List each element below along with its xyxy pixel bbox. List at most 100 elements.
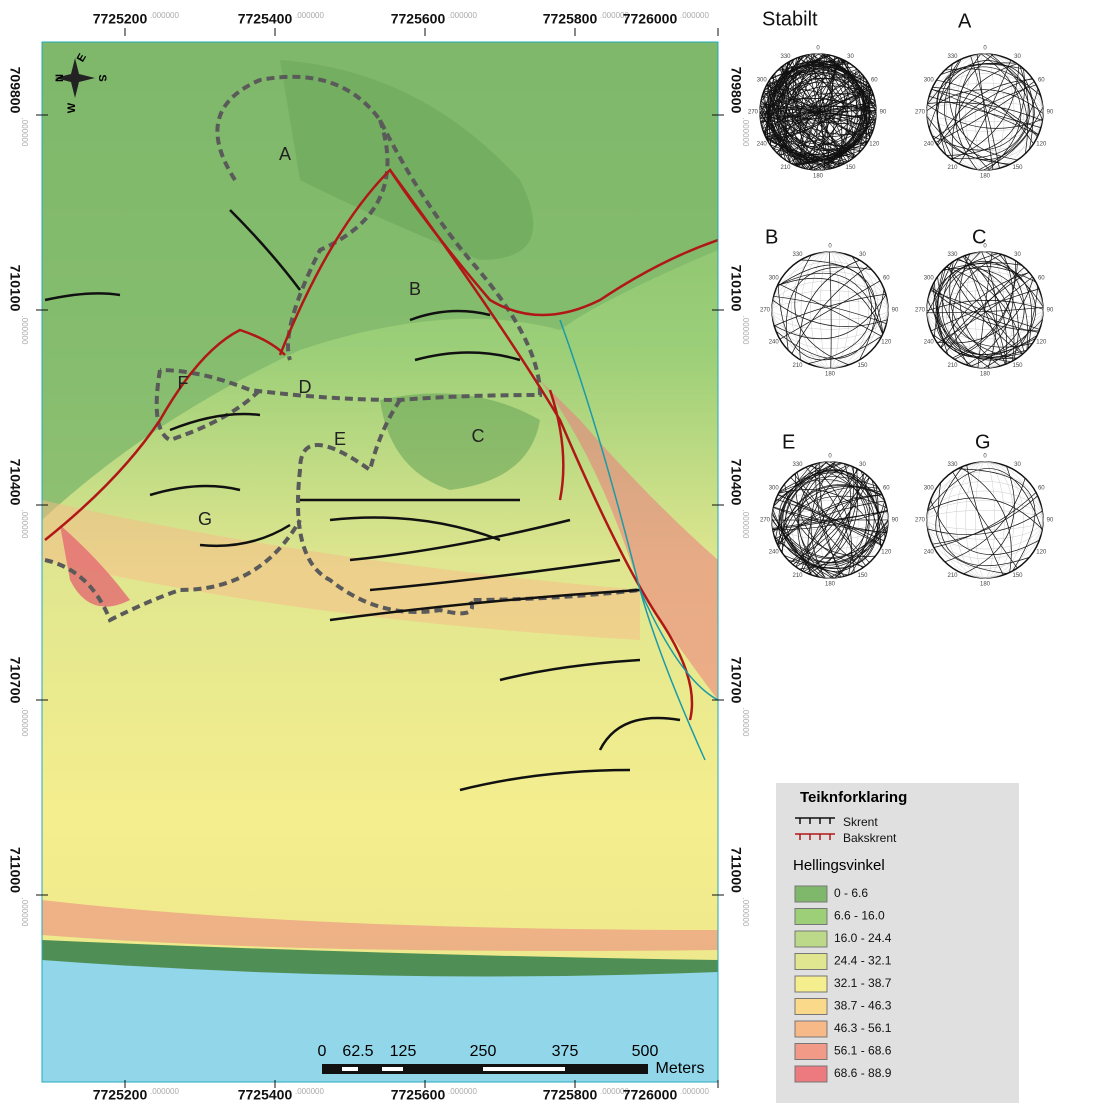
x-coordinate-label: 7725400 [238, 1087, 293, 1103]
degree-label: 90 [1047, 518, 1054, 524]
scale-bar-segment [382, 1067, 403, 1071]
stereonet-title: Stabilt [762, 8, 818, 30]
degree-label: 300 [757, 78, 768, 84]
degree-label: 60 [883, 486, 890, 492]
degree-label: 330 [947, 252, 958, 258]
stereonet-title: A [958, 10, 972, 32]
legend-label: 56.1 - 68.6 [834, 1044, 892, 1058]
x-coordinate-label: 7725800 [543, 1087, 598, 1103]
degree-label: 270 [760, 308, 771, 314]
map-figure: 7725200.0000007725200.0000007725400.0000… [0, 0, 1100, 1110]
y-coordinate-label: 709800 [728, 67, 744, 114]
y-coordinate-decimals: .000000 [741, 316, 750, 345]
map-area [42, 42, 718, 1082]
x-coordinate-decimals: .000000 [680, 11, 709, 20]
degree-label: 240 [769, 340, 780, 346]
degree-label: 30 [1014, 54, 1021, 60]
legend-label: 38.7 - 46.3 [834, 999, 892, 1013]
y-coordinate-decimals: .000000 [741, 898, 750, 927]
degree-label: 0 [816, 46, 820, 52]
x-coordinate-label: 7726000 [623, 11, 678, 27]
degree-label: 90 [1047, 110, 1054, 116]
degree-label: 270 [748, 110, 759, 116]
x-coordinate-label: 7725800 [543, 11, 598, 27]
degree-label: 330 [792, 252, 803, 258]
x-coordinate-label: 7725400 [238, 11, 293, 27]
degree-label: 210 [780, 165, 791, 171]
degree-label: 270 [915, 518, 926, 524]
scale-label: 500 [632, 1043, 659, 1060]
degree-label: 60 [1038, 78, 1045, 84]
scale-bar-segment [483, 1067, 565, 1071]
degree-label: 150 [1012, 573, 1023, 579]
x-coordinate-label: 7725600 [391, 1087, 446, 1103]
legend-symbol-label: Bakskrent [843, 831, 897, 845]
y-coordinate-decimals: .000000 [20, 898, 29, 927]
degree-label: 180 [980, 372, 991, 378]
degree-label: 180 [980, 582, 991, 588]
region-label: B [409, 279, 421, 299]
y-coordinate-label: 711000 [728, 847, 744, 893]
legend-swatch [795, 976, 827, 992]
degree-label: 150 [1012, 363, 1023, 369]
scale-bar-segment [342, 1067, 358, 1071]
degree-label: 210 [792, 573, 803, 579]
scale-label: 250 [470, 1043, 497, 1060]
degree-label: 30 [1014, 252, 1021, 258]
y-coordinate-decimals: .000000 [20, 708, 29, 737]
y-coordinate-label: 710100 [7, 265, 23, 312]
degree-label: 60 [1038, 486, 1045, 492]
legend-swatch [795, 1021, 827, 1037]
legend-label: 68.6 - 88.9 [834, 1066, 892, 1080]
x-coordinate-decimals: .000000 [448, 1087, 477, 1096]
degree-label: 90 [892, 518, 899, 524]
degree-label: 120 [1036, 340, 1047, 346]
scale-unit: Meters [656, 1060, 705, 1077]
compass-letter: S [96, 74, 108, 81]
degree-label: 180 [980, 174, 991, 180]
degree-label: 150 [857, 363, 868, 369]
stereonet-title: B [765, 226, 778, 248]
x-coordinate-decimals: .000000 [448, 11, 477, 20]
legend-subtitle: Hellingsvinkel [793, 857, 885, 874]
y-coordinate-decimals: .000000 [741, 118, 750, 147]
degree-label: 150 [857, 573, 868, 579]
region-label: G [198, 509, 212, 529]
region-label: C [472, 426, 485, 446]
degree-label: 240 [757, 142, 768, 148]
degree-label: 240 [924, 340, 935, 346]
x-coordinate-label: 7726000 [623, 1087, 678, 1103]
degree-label: 150 [1012, 165, 1023, 171]
y-coordinate-label: 710400 [7, 459, 23, 506]
legend-label: 24.4 - 32.1 [834, 954, 892, 968]
degree-label: 210 [792, 363, 803, 369]
degree-label: 0 [983, 244, 987, 250]
degree-label: 90 [1047, 308, 1054, 314]
compass-letter: N [54, 74, 66, 82]
legend-title: Teiknforklaring [800, 789, 907, 806]
degree-label: 120 [869, 142, 880, 148]
degree-label: 90 [892, 308, 899, 314]
legend-label: 6.6 - 16.0 [834, 909, 885, 923]
degree-label: 30 [859, 252, 866, 258]
x-coordinate-decimals: .000000 [680, 1087, 709, 1096]
degree-label: 210 [947, 573, 958, 579]
degree-label: 90 [880, 110, 887, 116]
y-coordinate-decimals: .000000 [20, 510, 29, 539]
degree-label: 240 [924, 550, 935, 556]
legend-swatch [795, 999, 827, 1015]
legend-swatch [795, 1044, 827, 1060]
y-coordinate-label: 710400 [728, 459, 744, 506]
x-coordinate-decimals: .000000 [295, 1087, 324, 1096]
degree-label: 120 [1036, 550, 1047, 556]
degree-label: 0 [828, 454, 832, 460]
region-label: D [299, 377, 312, 397]
y-coordinate-label: 710700 [728, 657, 744, 704]
region-label: F [178, 373, 189, 393]
legend-symbol-label: Skrent [843, 815, 878, 829]
stereonet-title: E [782, 431, 795, 453]
x-coordinate-label: 7725600 [391, 11, 446, 27]
